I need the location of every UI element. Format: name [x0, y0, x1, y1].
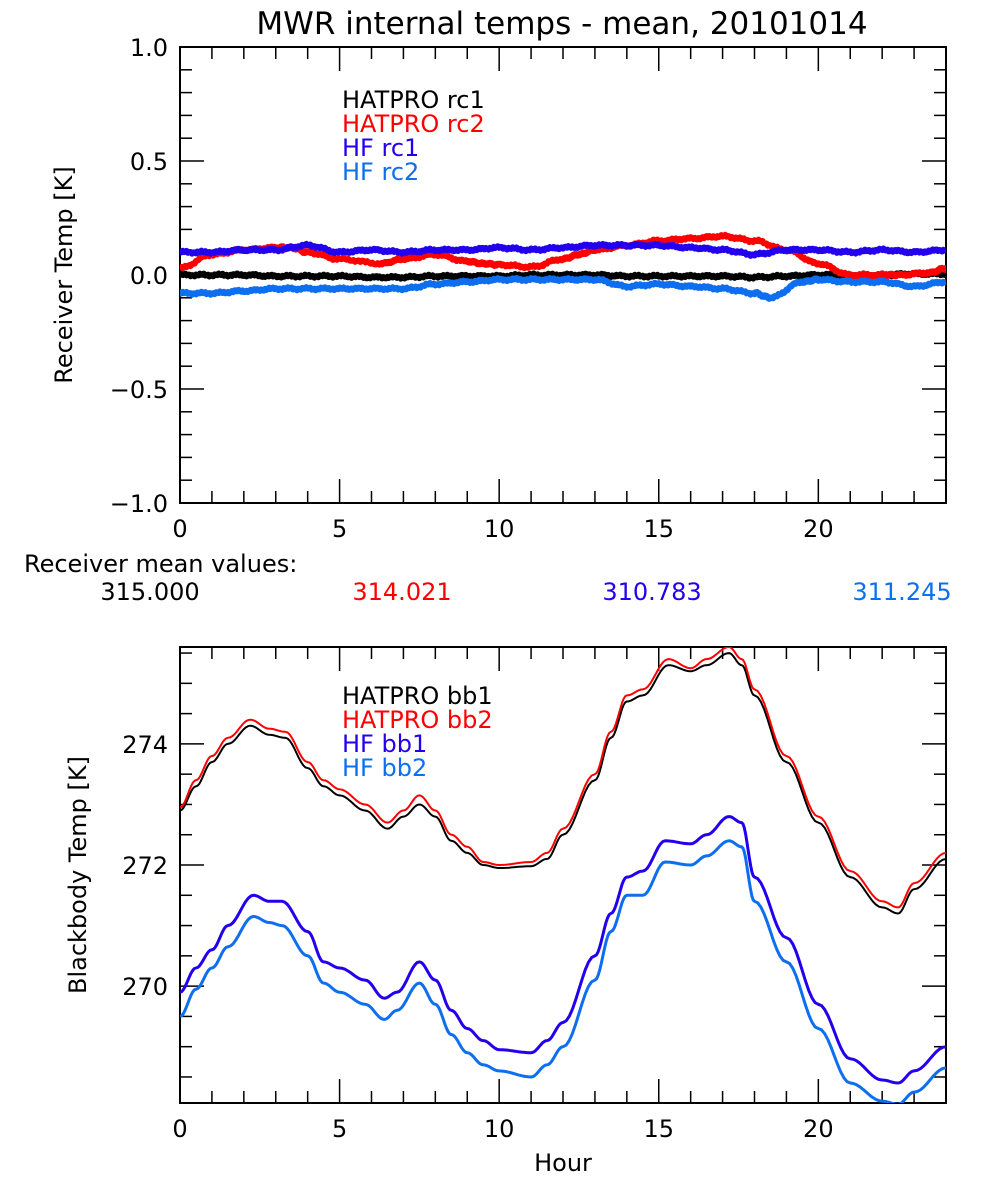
x-tick-label: 10	[484, 515, 515, 543]
x-tick-label: 15	[643, 1115, 674, 1143]
legend-entry-hf-bb2: HF bb2	[342, 754, 427, 782]
receiver-mean-hatpro-rc1: 315.000	[100, 578, 199, 606]
y-tick-label: 0.5	[130, 148, 168, 176]
series-line-hatpro-rc2	[180, 231, 946, 280]
series-line-hf-bb2	[180, 839, 946, 1103]
series-line-hatpro-bb1	[180, 652, 946, 915]
x-tick-label: 0	[172, 1115, 187, 1143]
series-line-hf-rc2	[180, 275, 946, 302]
blackbody-temp-plot: 0 5 10 15 20 274 272 270 Blackbody Temp [K] Hour H…	[64, 646, 947, 1177]
legend-entry-hatpro-rc1: HATPRO rc1	[342, 86, 485, 114]
receiver-mean-hf-rc2: 311.245	[852, 578, 951, 606]
series-line-hf-bb1	[180, 815, 946, 1085]
y-tick-label: 272	[122, 852, 168, 880]
series-line-hatpro-rc1	[180, 269, 946, 282]
x-tick-label: 10	[484, 1115, 515, 1143]
receiver-temp-plot: 0 5 10 15 20 1.0 0.5 0.0 −0.5 −1.0 Receiver Temp […	[50, 34, 947, 543]
legend-entry-hatpro-bb1: HATPRO bb1	[342, 682, 493, 710]
receiver-mean-hatpro-rc2: 314.021	[352, 578, 451, 606]
x-tick-label: 20	[803, 515, 834, 543]
x-tick-label: 20	[803, 1115, 834, 1143]
legend-entry-hatpro-rc2: HATPRO rc2	[342, 110, 485, 138]
legend-entry-hatpro-bb2: HATPRO bb2	[342, 706, 493, 734]
legend-entry-hf-rc2: HF rc2	[342, 158, 419, 186]
y-tick-label: −0.5	[110, 376, 168, 404]
x-axis-label: Hour	[534, 1149, 592, 1177]
chart-title: MWR internal temps - mean, 20101014	[256, 6, 867, 42]
x-tick-label: 15	[643, 515, 674, 543]
y-tick-label: 1.0	[130, 34, 168, 62]
y-axis-label: Blackbody Temp [K]	[64, 756, 92, 994]
y-tick-label: 274	[122, 731, 168, 759]
y-tick-label: −1.0	[110, 490, 168, 518]
x-tick-label: 5	[332, 515, 347, 543]
receiver-mean-label: Receiver mean values:	[24, 550, 297, 578]
plot-frame	[179, 646, 947, 1104]
y-tick-label: 0.0	[130, 262, 168, 290]
legend-entry-hf-bb1: HF bb1	[342, 730, 427, 758]
y-tick-label: 270	[122, 973, 168, 1001]
legend-entry-hf-rc1: HF rc1	[342, 134, 419, 162]
receiver-mean-hf-rc1: 310.783	[602, 578, 701, 606]
series-line-hf-rc1	[180, 240, 946, 259]
x-tick-label: 0	[172, 515, 187, 543]
series-line-hatpro-bb2	[180, 647, 946, 909]
x-tick-label: 5	[332, 1115, 347, 1143]
y-axis-label: Receiver Temp [K]	[50, 166, 78, 384]
